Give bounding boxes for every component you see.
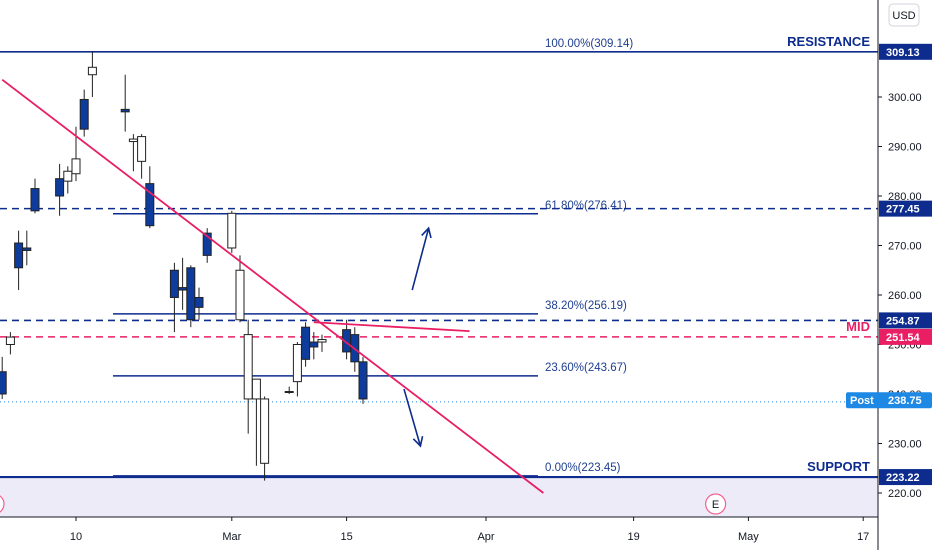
fib-level-label: 23.60%(243.67) <box>545 362 627 374</box>
candle-body[interactable] <box>145 183 155 227</box>
candle-body[interactable] <box>169 269 179 298</box>
candle-body[interactable] <box>14 242 24 269</box>
earnings-event-marker[interactable] <box>0 494 5 514</box>
post-price-value: 238.75 <box>888 395 922 407</box>
post-label: Post <box>850 395 874 407</box>
candle-body[interactable] <box>317 339 327 343</box>
candle-body[interactable] <box>194 296 204 308</box>
candle-body[interactable] <box>87 66 97 76</box>
level-price-tag <box>879 200 932 217</box>
x-tick-label: 15 <box>340 531 352 543</box>
y-tick-label: 280.00 <box>888 191 922 203</box>
level-price-tag-text: 309.13 <box>886 47 920 59</box>
candle-body[interactable] <box>358 361 368 400</box>
level-price-tag <box>879 312 932 329</box>
candle-body[interactable] <box>178 287 188 291</box>
arrow-up-head <box>421 226 432 239</box>
y-tick-label: 270.00 <box>888 241 922 253</box>
candle-body[interactable] <box>235 269 245 321</box>
fib-level-label: 61.80%(276.41) <box>545 200 627 212</box>
level-price-tag-text: 254.87 <box>886 315 920 327</box>
fib-level-label: 38.20%(256.19) <box>545 300 627 312</box>
earnings-event-marker[interactable] <box>704 493 727 515</box>
level-price-tag <box>879 469 932 486</box>
y-tick-label: 290.00 <box>888 142 922 154</box>
fib-level-label: 0.00%(223.45) <box>545 462 621 474</box>
candle-body[interactable] <box>137 136 147 162</box>
x-tick-label: Apr <box>477 531 494 543</box>
trendline[interactable] <box>1 78 544 494</box>
level-price-tag-text: 251.54 <box>886 332 921 344</box>
level-name-mid: MID <box>846 319 870 334</box>
candle-body[interactable] <box>128 138 138 143</box>
candle-body[interactable] <box>202 232 212 256</box>
level-price-tag-text: 223.22 <box>886 472 920 484</box>
candle-body[interactable] <box>71 158 81 175</box>
x-tick-label: May <box>738 531 759 543</box>
earnings-event-label: E <box>712 499 719 511</box>
candle-body[interactable] <box>22 247 32 251</box>
currency-button-label: USD <box>892 10 915 22</box>
x-tick-label: 10 <box>70 531 82 543</box>
level-price-tag <box>879 328 932 345</box>
candle-body[interactable] <box>243 334 253 400</box>
candle-body[interactable] <box>55 178 65 197</box>
y-tick-label: 230.00 <box>888 439 922 451</box>
candle-body[interactable] <box>5 336 15 346</box>
y-tick-label: 220.00 <box>888 488 922 500</box>
arrow-down-head <box>412 436 424 448</box>
post-price-tag <box>846 392 932 409</box>
currency-button[interactable] <box>888 3 920 27</box>
trendline-short[interactable] <box>313 321 470 333</box>
candle-body[interactable] <box>227 212 237 249</box>
candle-body[interactable] <box>186 267 196 321</box>
candle-body[interactable] <box>79 98 89 130</box>
level-price-tag-text: 277.45 <box>886 204 920 216</box>
candle-body[interactable] <box>63 170 73 182</box>
level-price-tag <box>879 43 932 60</box>
candle-body[interactable] <box>0 371 7 395</box>
support-zone <box>0 477 878 517</box>
x-tick-label: 17 <box>857 531 869 543</box>
fib-level-label: 100.00%(309.14) <box>545 38 633 50</box>
arrow-up-shaft <box>411 227 430 291</box>
level-name-support: SUPPORT <box>807 459 870 474</box>
candle-body[interactable] <box>309 341 319 348</box>
y-tick-label: 260.00 <box>888 290 922 302</box>
candle-body[interactable] <box>30 188 40 212</box>
candle-body[interactable] <box>292 344 302 383</box>
candle-body[interactable] <box>284 391 294 394</box>
candle-body[interactable] <box>260 398 270 464</box>
candle-body[interactable] <box>251 378 261 400</box>
candle-body[interactable] <box>120 108 130 113</box>
arrow-down-shaft <box>403 388 422 447</box>
x-tick-label: 19 <box>627 531 639 543</box>
x-tick-label: Mar <box>222 531 241 543</box>
level-name-resistance: RESISTANCE <box>787 34 870 49</box>
y-tick-label: 300.00 <box>888 92 922 104</box>
candle-body[interactable] <box>301 326 311 360</box>
